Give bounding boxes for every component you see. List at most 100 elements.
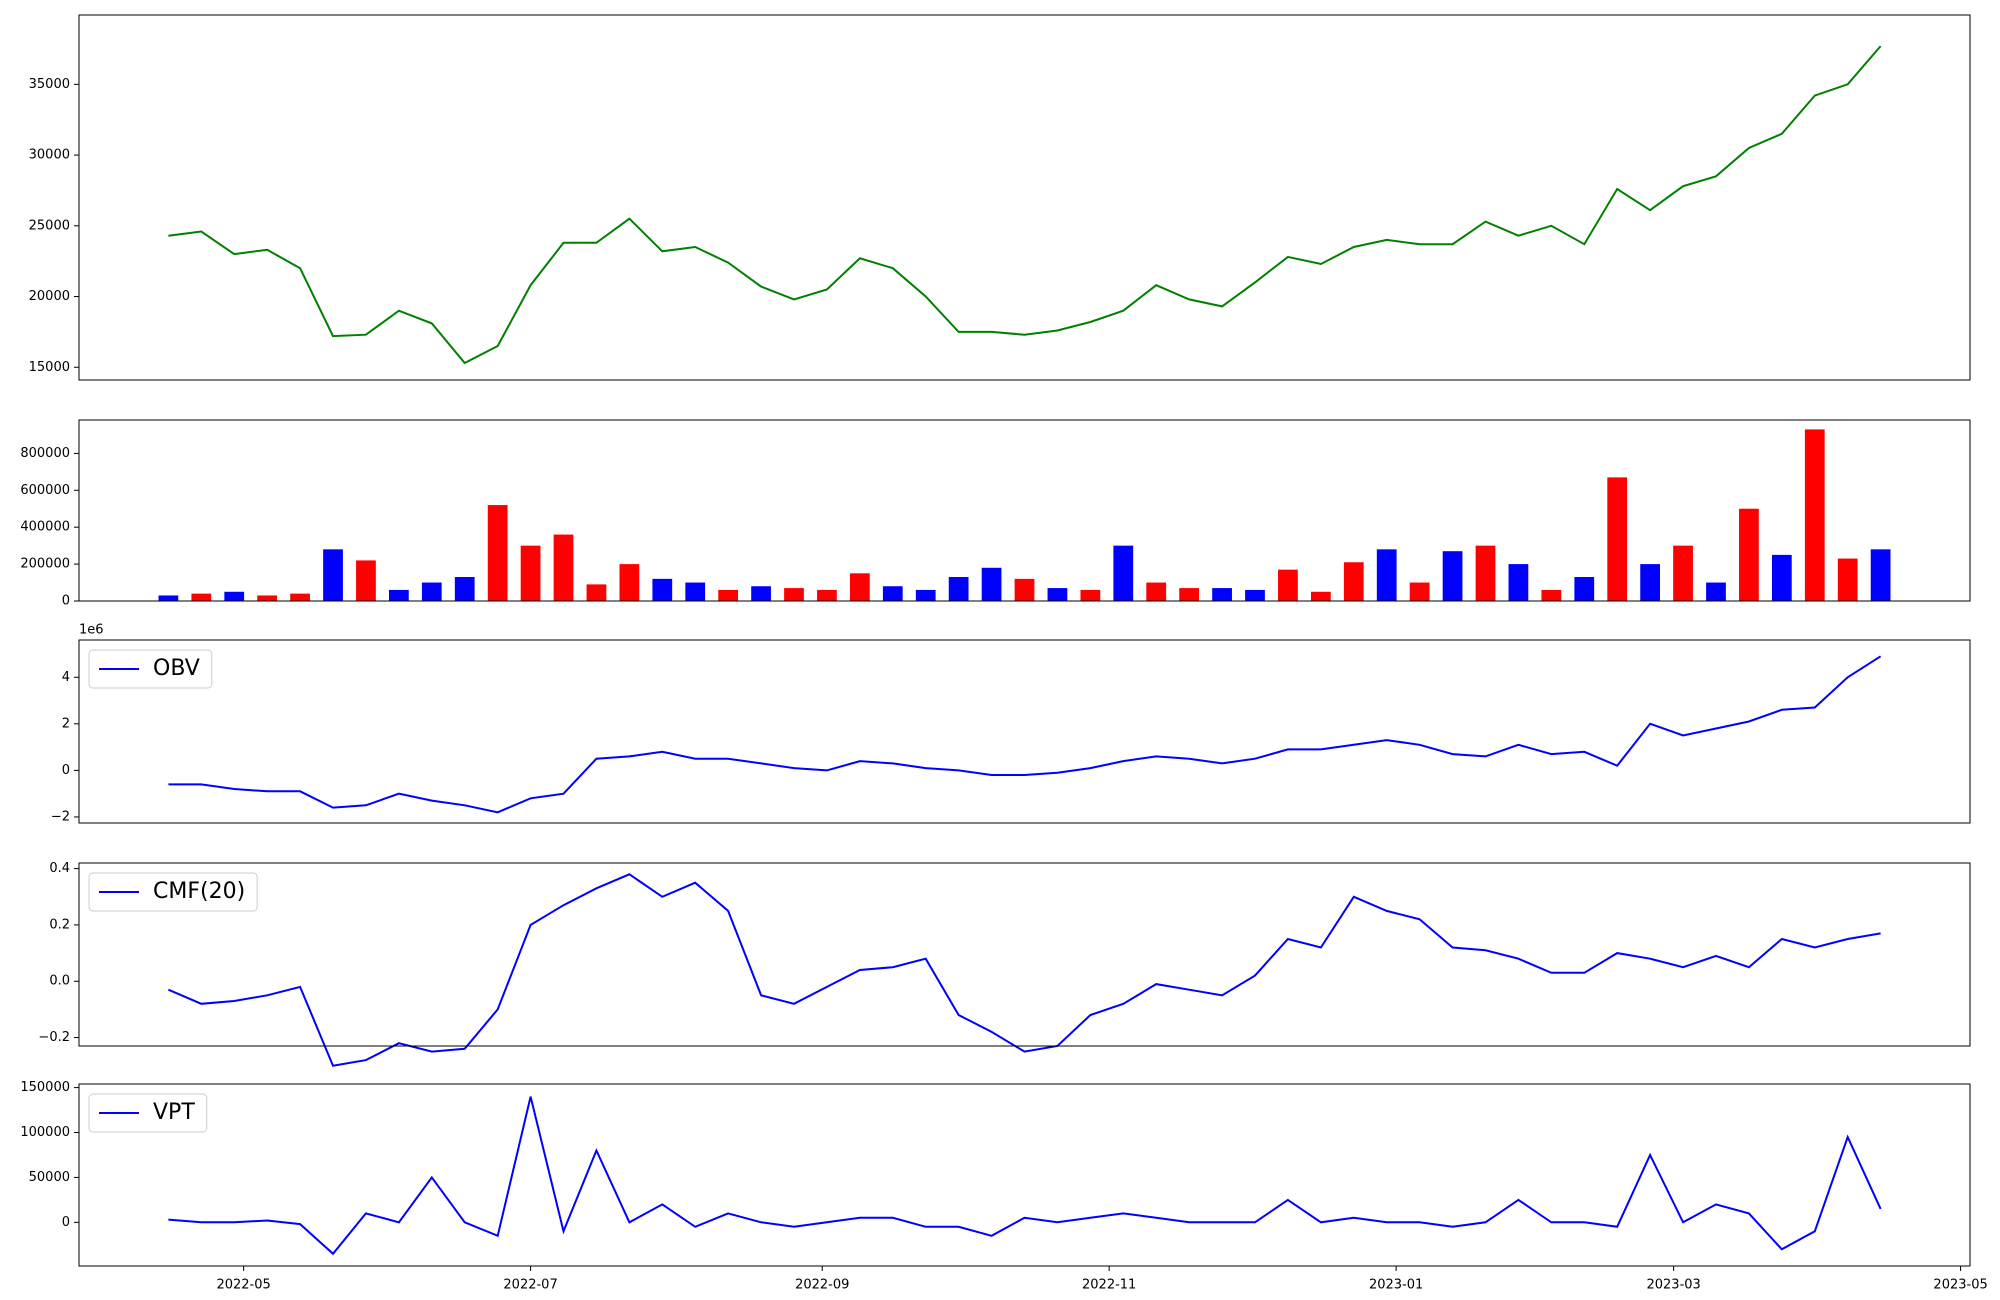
bar (1442, 551, 1463, 601)
bar (1310, 591, 1331, 601)
y-tick-label: 200000 (20, 557, 70, 572)
bar (1673, 545, 1693, 601)
legend-box (88, 872, 258, 912)
y-tick-label: 600000 (20, 483, 70, 498)
y-tick-label: 20000 (29, 289, 70, 304)
bar (1870, 549, 1891, 601)
y-tick-label: 30000 (29, 148, 70, 163)
axes-frame (78, 862, 1971, 1047)
bar (553, 534, 574, 601)
bar (356, 560, 376, 601)
line (168, 655, 1882, 814)
bar (323, 549, 343, 601)
plot-area (168, 655, 1882, 814)
bar (1113, 545, 1134, 601)
y-tick-label: 2 (62, 716, 70, 731)
legend-label: OBV (153, 656, 200, 681)
y-tick-label: 400000 (20, 520, 70, 535)
bar (652, 578, 673, 601)
bar (1574, 577, 1595, 601)
axes-frame (78, 639, 1971, 824)
y-tick-label: 800000 (20, 446, 70, 461)
y-tick-label: 150000 (20, 1080, 70, 1095)
x-tick-label: 2022-07 (503, 1278, 557, 1293)
line (168, 873, 1881, 1067)
bar (1804, 429, 1825, 601)
axes-frame (78, 14, 1971, 381)
bar (388, 589, 409, 601)
bar (257, 595, 278, 601)
bar (1640, 564, 1661, 601)
legend: OBV (88, 649, 213, 689)
bar (1475, 545, 1496, 601)
y-tick-label: −2 (51, 809, 70, 824)
axes-frame (78, 1083, 1971, 1267)
bar (1541, 589, 1562, 601)
y-offset-label: 1e6 (79, 623, 104, 638)
y-tick-label: 0 (62, 1215, 70, 1230)
bar (586, 584, 607, 601)
bar (1047, 588, 1068, 601)
bar (487, 505, 508, 601)
bar (751, 586, 771, 601)
legend-box (88, 649, 213, 689)
panel: 0 50000 100000 150000 2022-05 2022-07 2022-09 2… (20, 1080, 1987, 1292)
bar (191, 593, 212, 601)
bar (817, 589, 837, 601)
bar (882, 586, 903, 601)
y-tick-label: 0 (62, 763, 70, 778)
x-tick-label: 2023-05 (1933, 1278, 1987, 1293)
bar (849, 573, 870, 601)
bar (290, 593, 310, 601)
bar (1278, 569, 1298, 601)
bar (1245, 589, 1265, 601)
legend-label: VPT (153, 1100, 195, 1125)
bar (224, 591, 245, 601)
bar (915, 589, 936, 601)
plot-area (168, 45, 1882, 365)
y-tick-label: 100000 (20, 1125, 70, 1140)
bar (454, 577, 475, 601)
bar (1837, 558, 1858, 601)
line (168, 1096, 1882, 1256)
bar (1179, 588, 1200, 601)
plot-area (168, 873, 1881, 1067)
bar (1508, 564, 1529, 601)
legend-label: CMF(20) (153, 879, 245, 904)
panel: −2 0 2 4 1e6 OBV (51, 623, 1971, 824)
bar (520, 545, 541, 601)
x-tick-label: 2023-03 (1646, 1278, 1700, 1293)
x-tick-label: 2022-05 (216, 1278, 270, 1293)
plot-area (158, 429, 1891, 601)
bar (1739, 508, 1759, 601)
bar (1706, 582, 1726, 601)
x-tick-label: 2023-01 (1369, 1278, 1423, 1293)
bar (1376, 549, 1397, 601)
panel: 15000 20000 25000 30000 35000 (29, 14, 1971, 381)
bar (619, 564, 640, 601)
y-tick-label: 0.4 (49, 861, 70, 876)
legend-box (88, 1093, 208, 1133)
bar (1607, 477, 1628, 601)
y-tick-label: 0.2 (49, 917, 70, 932)
bar (1343, 562, 1364, 601)
bar (1212, 588, 1232, 601)
bar (1409, 582, 1430, 601)
bar (1014, 578, 1035, 601)
bar (948, 577, 969, 601)
y-tick-label: 15000 (29, 360, 70, 375)
y-tick-label: 25000 (29, 218, 70, 233)
y-tick-label: −0.2 (38, 1030, 70, 1045)
bar (1080, 589, 1101, 601)
axes-frame (78, 419, 1971, 602)
bar (981, 567, 1002, 601)
bar (718, 589, 739, 601)
bar (421, 582, 442, 601)
y-tick-label: 0.0 (49, 974, 70, 989)
bar (1146, 582, 1167, 601)
bar (685, 582, 706, 601)
y-tick-label: 0 (62, 594, 70, 609)
panel: −0.2 0.0 0.2 0.4 CMF(20) (38, 861, 1971, 1067)
x-tick-label: 2022-09 (795, 1278, 849, 1293)
